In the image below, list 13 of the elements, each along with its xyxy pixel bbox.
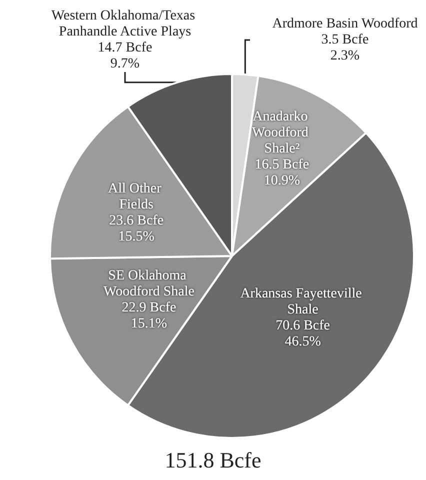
data-label: 70.6 Bcfe 46.5% [276, 318, 330, 350]
data-label: 16.5 Bcfe 10.9% [254, 157, 310, 188]
data-label: 14.7 Bcfe 9.7% [98, 40, 152, 72]
data-label: 23.6 Bcfe 15.5% [109, 214, 164, 245]
slice-label: Ardmore Basin Woodford [272, 16, 418, 32]
data-label: 22.9 Bcfe 15.1% [122, 300, 176, 332]
data-label: 3.5 Bcfe 2.3% [321, 32, 369, 64]
text: 151.8 Bcfe [164, 448, 262, 472]
slice-label: Arkansas Fayetteville Shale [240, 286, 366, 318]
slice-label: All Other Fields [108, 182, 165, 213]
slice-label: Anadarko Woodford Shale² [252, 109, 312, 156]
slice-label: Western Oklahoma/Texas Panhandle Active Plays [51, 8, 199, 40]
slice-label: SE Oklahoma Woodford Shale [103, 268, 195, 300]
